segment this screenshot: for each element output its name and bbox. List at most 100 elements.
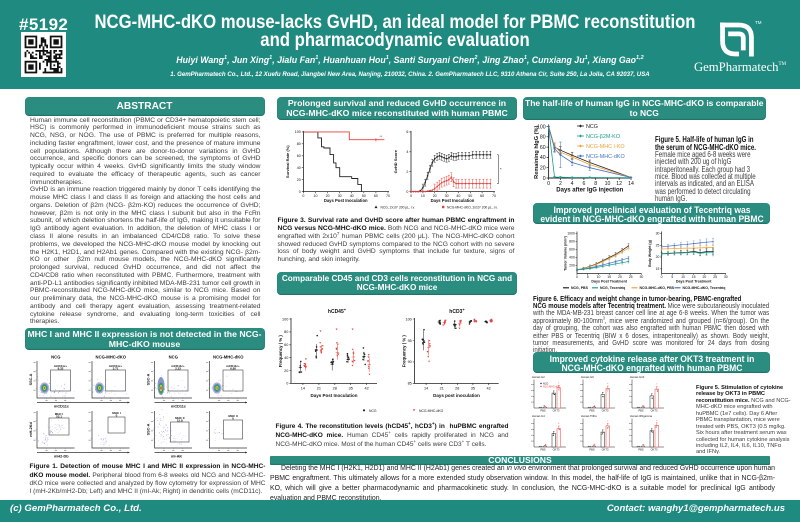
svg-text:NCG-β2M-KO: NCG-β2M-KO [586,134,620,140]
svg-text:10: 10 [605,181,611,187]
svg-text:Days Post Treatment: Days Post Treatment [591,280,627,284]
svg-text:30: 30 [640,275,644,279]
svg-text:80: 80 [540,135,546,141]
svg-text:20: 20 [540,166,546,172]
svg-text:NCG-MHC-dKO, 2x107 200 µL, i.v: NCG-MHC-dKO, 2x107 200 µL, i.v. [447,205,498,209]
svg-text:85: 85 [408,382,412,386]
svg-text:Days Post Treatment: Days Post Treatment [676,280,712,284]
svg-text:SSC-A: SSC-A [147,373,151,385]
svg-text:60: 60 [480,194,484,198]
svg-text:NCG-MHC I-KO: NCG-MHC I-KO [586,144,625,150]
svg-text:Human IL10: Human IL10 [630,375,645,379]
svg-text:Days Post Inoculation: Days Post Inoculation [324,198,368,203]
svg-text:OKT3: OKT3 [602,408,609,412]
svg-text:0: 0 [406,190,408,194]
svg-text:70: 70 [386,194,390,198]
svg-text:10: 10 [421,194,425,198]
svg-text:50: 50 [468,194,472,198]
svg-text:Human IL6: Human IL6 [581,375,594,379]
svg-text:mCD11c+: mCD11c+ [109,364,123,368]
svg-text:PBS: PBS [638,447,643,451]
svg-text:MHC II: MHC II [228,414,237,418]
svg-text:40: 40 [456,194,460,198]
svg-text:0: 0 [576,275,578,279]
svg-text:NCG-MHC-dKO: NCG-MHC-dKO [96,355,127,360]
svg-text:NCG: NCG [51,355,60,360]
svg-text:PBS: PBS [589,447,594,451]
svg-text:mI-AK: mI-AK [171,455,182,459]
svg-text:mH2-Db: mH2-Db [54,455,69,459]
svg-text:14: 14 [628,181,634,187]
svg-text:30: 30 [338,194,342,198]
svg-text:SSC-A: SSC-A [147,423,151,435]
svg-text:OKT3: OKT3 [553,408,560,412]
svg-text:42: 42 [364,386,368,390]
svg-text:0: 0 [286,382,288,386]
svg-text:20: 20 [297,178,301,182]
svg-text:100: 100 [537,124,546,130]
svg-text:OKT3: OKT3 [602,447,609,451]
svg-text:20: 20 [656,255,660,259]
svg-text:90: 90 [408,360,412,364]
svg-text:OKT3: OKT3 [553,447,560,451]
svg-text:60: 60 [540,145,546,151]
svg-text:40: 40 [540,155,546,161]
svg-text:100: 100 [282,317,288,321]
svg-text:20: 20 [433,194,437,198]
svg-text:28: 28 [455,386,459,390]
svg-text:80: 80 [297,142,301,146]
svg-text:15: 15 [692,275,696,279]
svg-text:NCG: NCG [586,124,598,130]
svg-text:20: 20 [618,275,622,279]
svg-text:NCG-MHC-dKO, Tecentriq: NCG-MHC-dKO, Tecentriq [683,286,726,290]
svg-text:21: 21 [317,386,321,390]
svg-text:Frequency ( % ): Frequency ( % ) [278,335,283,368]
svg-text:NCG: NCG [369,409,377,413]
svg-text:2.23: 2.23 [175,367,181,371]
svg-text:35: 35 [349,386,353,390]
svg-text:Human IFNgamma: Human IFNgamma [630,414,652,418]
svg-text:100: 100 [295,130,301,134]
svg-text:*: * [607,382,609,386]
svg-text:PBS: PBS [540,447,545,451]
svg-text:5: 5 [671,275,673,279]
svg-text:0: 0 [116,414,118,418]
svg-text:28: 28 [333,386,337,390]
svg-text:NCG-MHC-dKO: NCG-MHC-dKO [586,154,625,160]
svg-text:Days Post Inoculation: Days Post Inoculation [431,198,475,203]
svg-text:Survival Rate (%): Survival Rate (%) [285,145,290,178]
svg-text:GvHD Score: GvHD Score [393,149,398,173]
svg-text:NCG, PBS: NCG, PBS [571,286,589,290]
svg-text:*: * [656,383,658,387]
svg-text:Days Post Inoculation: Days Post Inoculation [310,393,357,398]
svg-text:OKT3: OKT3 [651,408,658,412]
svg-text:12: 12 [616,181,622,187]
svg-text:3.71: 3.71 [113,367,119,371]
svg-text:*: * [558,381,560,385]
svg-text:Human TNFa: Human TNFa [581,414,597,418]
svg-text:30: 30 [656,232,660,236]
svg-text:80: 80 [284,330,288,334]
svg-text:NCG, 2x107 200 µL, i.v.: NCG, 2x107 200 µL, i.v. [381,205,415,209]
svg-text:20: 20 [326,194,330,198]
svg-text:10: 10 [597,275,601,279]
svg-text:Human IL4: Human IL4 [532,414,545,418]
svg-text:25: 25 [713,275,717,279]
svg-text:10: 10 [314,194,318,198]
svg-text:800: 800 [569,240,575,244]
svg-text:60: 60 [284,343,288,347]
svg-text:*: * [558,422,560,426]
svg-text:Remaining hIgG (%): Remaining hIgG (%) [534,126,540,179]
svg-text:10: 10 [681,275,685,279]
svg-text:SSC-A: SSC-A [29,373,33,385]
svg-text:mCD11c+: mCD11c+ [226,364,240,368]
svg-text:mCD11c: mCD11c [171,405,186,409]
svg-text:8.32: 8.32 [58,367,64,371]
svg-text:53.1: 53.1 [56,415,62,419]
svg-text:Days post inoculation: Days post inoculation [433,393,480,398]
svg-text:50: 50 [362,194,366,198]
svg-text:15.8: 15.8 [177,419,183,423]
svg-text:0: 0 [299,190,301,194]
svg-text:14: 14 [301,386,305,390]
svg-text:14: 14 [424,386,428,390]
